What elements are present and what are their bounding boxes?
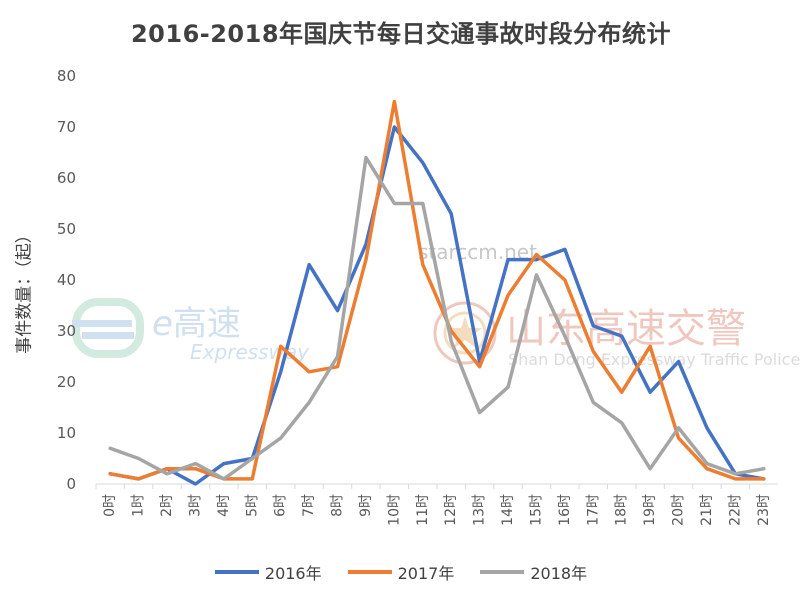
y-axis-ticks: 0 10 20 30 40 50 60 70 80 (57, 67, 76, 493)
x-tick-label: 9时 (358, 494, 374, 517)
legend-label: 2017年 (397, 564, 455, 583)
y-tick-label: 80 (57, 67, 76, 85)
x-tick-label: 17时 (585, 494, 601, 526)
series-line-2018年 (108, 155, 766, 481)
x-axis-ticks: 0时 1时 2时 3时 4时 5时 6时 7时 8时 9时 10时 11时 12时 13时 14时 15时 16… (95, 484, 772, 526)
x-tick-label: 6时 (273, 494, 289, 517)
x-tick-label: 0时 (102, 494, 118, 517)
x-tick-label: 4时 (216, 494, 232, 517)
x-tick-label: 14时 (500, 494, 516, 526)
x-tick-label: 11时 (415, 494, 431, 526)
y-tick-label: 40 (57, 271, 76, 289)
y-tick-label: 20 (57, 373, 76, 391)
series-layer (108, 99, 766, 486)
y-tick-label: 70 (57, 118, 76, 136)
y-tick-label: 60 (57, 169, 76, 187)
y-tick-label: 30 (57, 322, 76, 340)
series-line-2017年 (108, 99, 766, 481)
y-tick-label: 10 (57, 424, 76, 442)
x-tick-label: 12时 (443, 494, 459, 526)
x-tick-label: 22时 (727, 494, 743, 526)
x-tick-label: 23时 (756, 494, 772, 526)
chart-title: 2016-2018年国庆节每日交通事故时段分布统计 (130, 20, 672, 48)
x-tick-label: 3时 (187, 494, 203, 517)
legend-label: 2018年 (530, 564, 588, 583)
x-tick-label: 19时 (642, 494, 658, 526)
legend: 2016年 2017年 2018年 (0, 560, 802, 584)
series-line-2016年 (108, 125, 766, 486)
legend-item: 2016年 (214, 560, 322, 584)
x-tick-label: 2时 (159, 494, 175, 517)
x-tick-label: 13时 (472, 494, 488, 526)
x-tick-label: 5时 (244, 494, 260, 517)
legend-item: 2018年 (480, 560, 587, 584)
legend-label: 2016年 (264, 564, 322, 583)
x-tick-label: 21时 (699, 494, 715, 526)
x-tick-label: 16时 (557, 494, 573, 526)
legend-item: 2017年 (347, 560, 455, 584)
x-tick-label: 15时 (528, 494, 544, 526)
x-tick-label: 20时 (671, 494, 687, 526)
x-tick-label: 8时 (330, 494, 346, 517)
x-tick-label: 10时 (386, 494, 402, 526)
legend-swatch (480, 570, 525, 574)
x-tick-label: 1时 (131, 494, 147, 517)
x-tick-label: 18时 (614, 494, 630, 526)
legend-swatch (347, 570, 392, 574)
y-tick-label: 50 (57, 220, 76, 238)
x-tick-label: 7时 (301, 494, 317, 517)
y-tick-label: 0 (66, 475, 76, 493)
legend-swatch (214, 570, 259, 574)
